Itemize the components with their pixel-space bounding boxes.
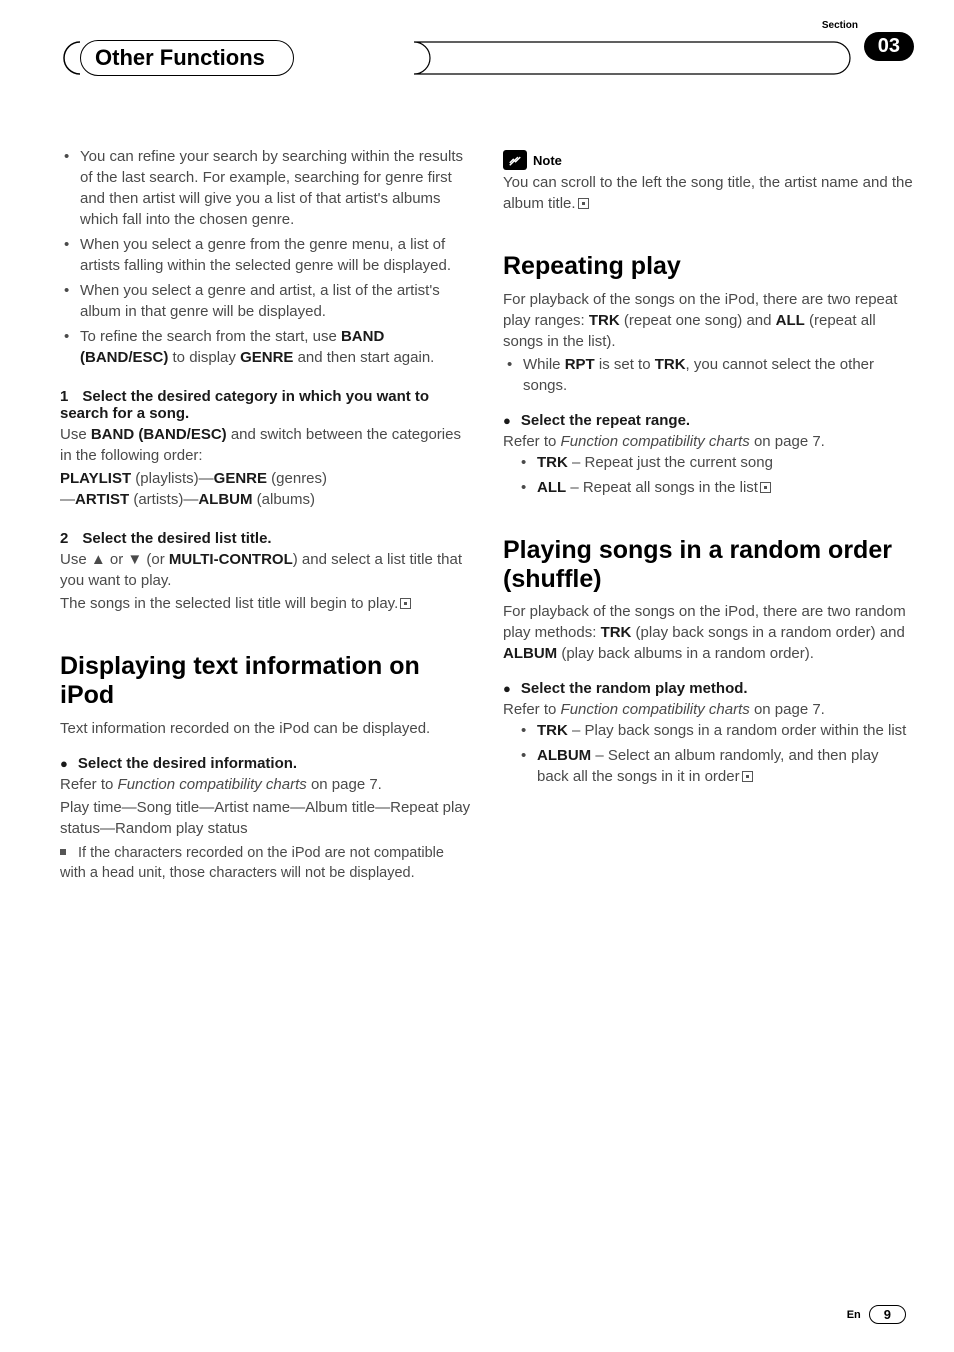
display-note: If the characters recorded on the iPod a… — [60, 843, 471, 884]
step-1-text: Use BAND (BAND/ESC) and switch between t… — [60, 424, 471, 466]
list-item: When you select a genre and artist, a li… — [60, 280, 471, 322]
footer-lang: En — [847, 1309, 861, 1321]
heading-displaying-text: Displaying text information on iPod — [60, 652, 471, 710]
shuffle-refer: Refer to Function compatibility charts o… — [503, 699, 914, 720]
header-arc-left — [60, 40, 80, 76]
display-refer: Refer to Function compatibility charts o… — [60, 774, 471, 795]
content-columns: You can refine your search by searching … — [60, 146, 914, 883]
list-item: TRK – Play back songs in a random order … — [503, 720, 914, 741]
list-item: While RPT is set to TRK, you cannot sele… — [503, 354, 914, 396]
left-column: You can refine your search by searching … — [60, 146, 471, 883]
step-1-order: PLAYLIST (playlists)—GENRE (genres) —ART… — [60, 468, 471, 510]
repeat-options-list: TRK – Repeat just the current song ALL –… — [503, 452, 914, 498]
display-body: Text information recorded on the iPod ca… — [60, 718, 471, 739]
repeat-refer: Refer to Function compatibility charts o… — [503, 431, 914, 452]
list-item: When you select a genre from the genre m… — [60, 234, 471, 276]
chapter-title: Other Functions — [80, 40, 294, 76]
step-2-title: 2Select the desired list title. — [60, 530, 471, 547]
step-2-text: Use ▲ or ▼ (or MULTI-CONTROL) and select… — [60, 549, 471, 591]
repeat-bullet-list: While RPT is set to TRK, you cannot sele… — [503, 354, 914, 396]
heading-repeating-play: Repeating play — [503, 252, 914, 281]
end-mark-icon — [578, 198, 589, 209]
repeat-action: Select the repeat range. — [503, 412, 914, 429]
end-mark-icon — [742, 771, 753, 782]
page-footer: En 9 — [847, 1305, 906, 1324]
display-action: Select the desired information. — [60, 755, 471, 772]
display-order: Play time—Song title—Artist name—Album t… — [60, 797, 471, 839]
list-item: TRK – Repeat just the current song — [503, 452, 914, 473]
end-mark-icon — [400, 598, 411, 609]
right-column: Note You can scroll to the left the song… — [503, 146, 914, 883]
repeat-body: For playback of the songs on the iPod, t… — [503, 289, 914, 352]
shuffle-action: Select the random play method. — [503, 680, 914, 697]
shuffle-options-list: TRK – Play back songs in a random order … — [503, 720, 914, 787]
list-item: ALBUM – Select an album randomly, and th… — [503, 745, 914, 787]
note-label: Note — [533, 153, 562, 168]
page-header: Other Functions Section 03 — [60, 40, 914, 76]
refine-search-list: You can refine your search by searching … — [60, 146, 471, 368]
section-number-badge: 03 — [864, 32, 914, 61]
note-header: Note — [503, 150, 914, 170]
end-mark-icon — [760, 482, 771, 493]
note-icon — [503, 150, 527, 170]
header-arc-right — [414, 40, 914, 76]
footer-page-number: 9 — [869, 1305, 906, 1324]
heading-shuffle: Playing songs in a random order (shuffle… — [503, 536, 914, 594]
section-label: Section — [822, 20, 858, 31]
note-text: You can scroll to the left the song titl… — [503, 172, 914, 214]
list-item: You can refine your search by searching … — [60, 146, 471, 230]
list-item: ALL – Repeat all songs in the list — [503, 477, 914, 498]
list-item: To refine the search from the start, use… — [60, 326, 471, 368]
step-2-text-2: The songs in the selected list title wil… — [60, 593, 471, 614]
shuffle-body: For playback of the songs on the iPod, t… — [503, 601, 914, 664]
step-1-title: 1Select the desired category in which yo… — [60, 388, 471, 422]
